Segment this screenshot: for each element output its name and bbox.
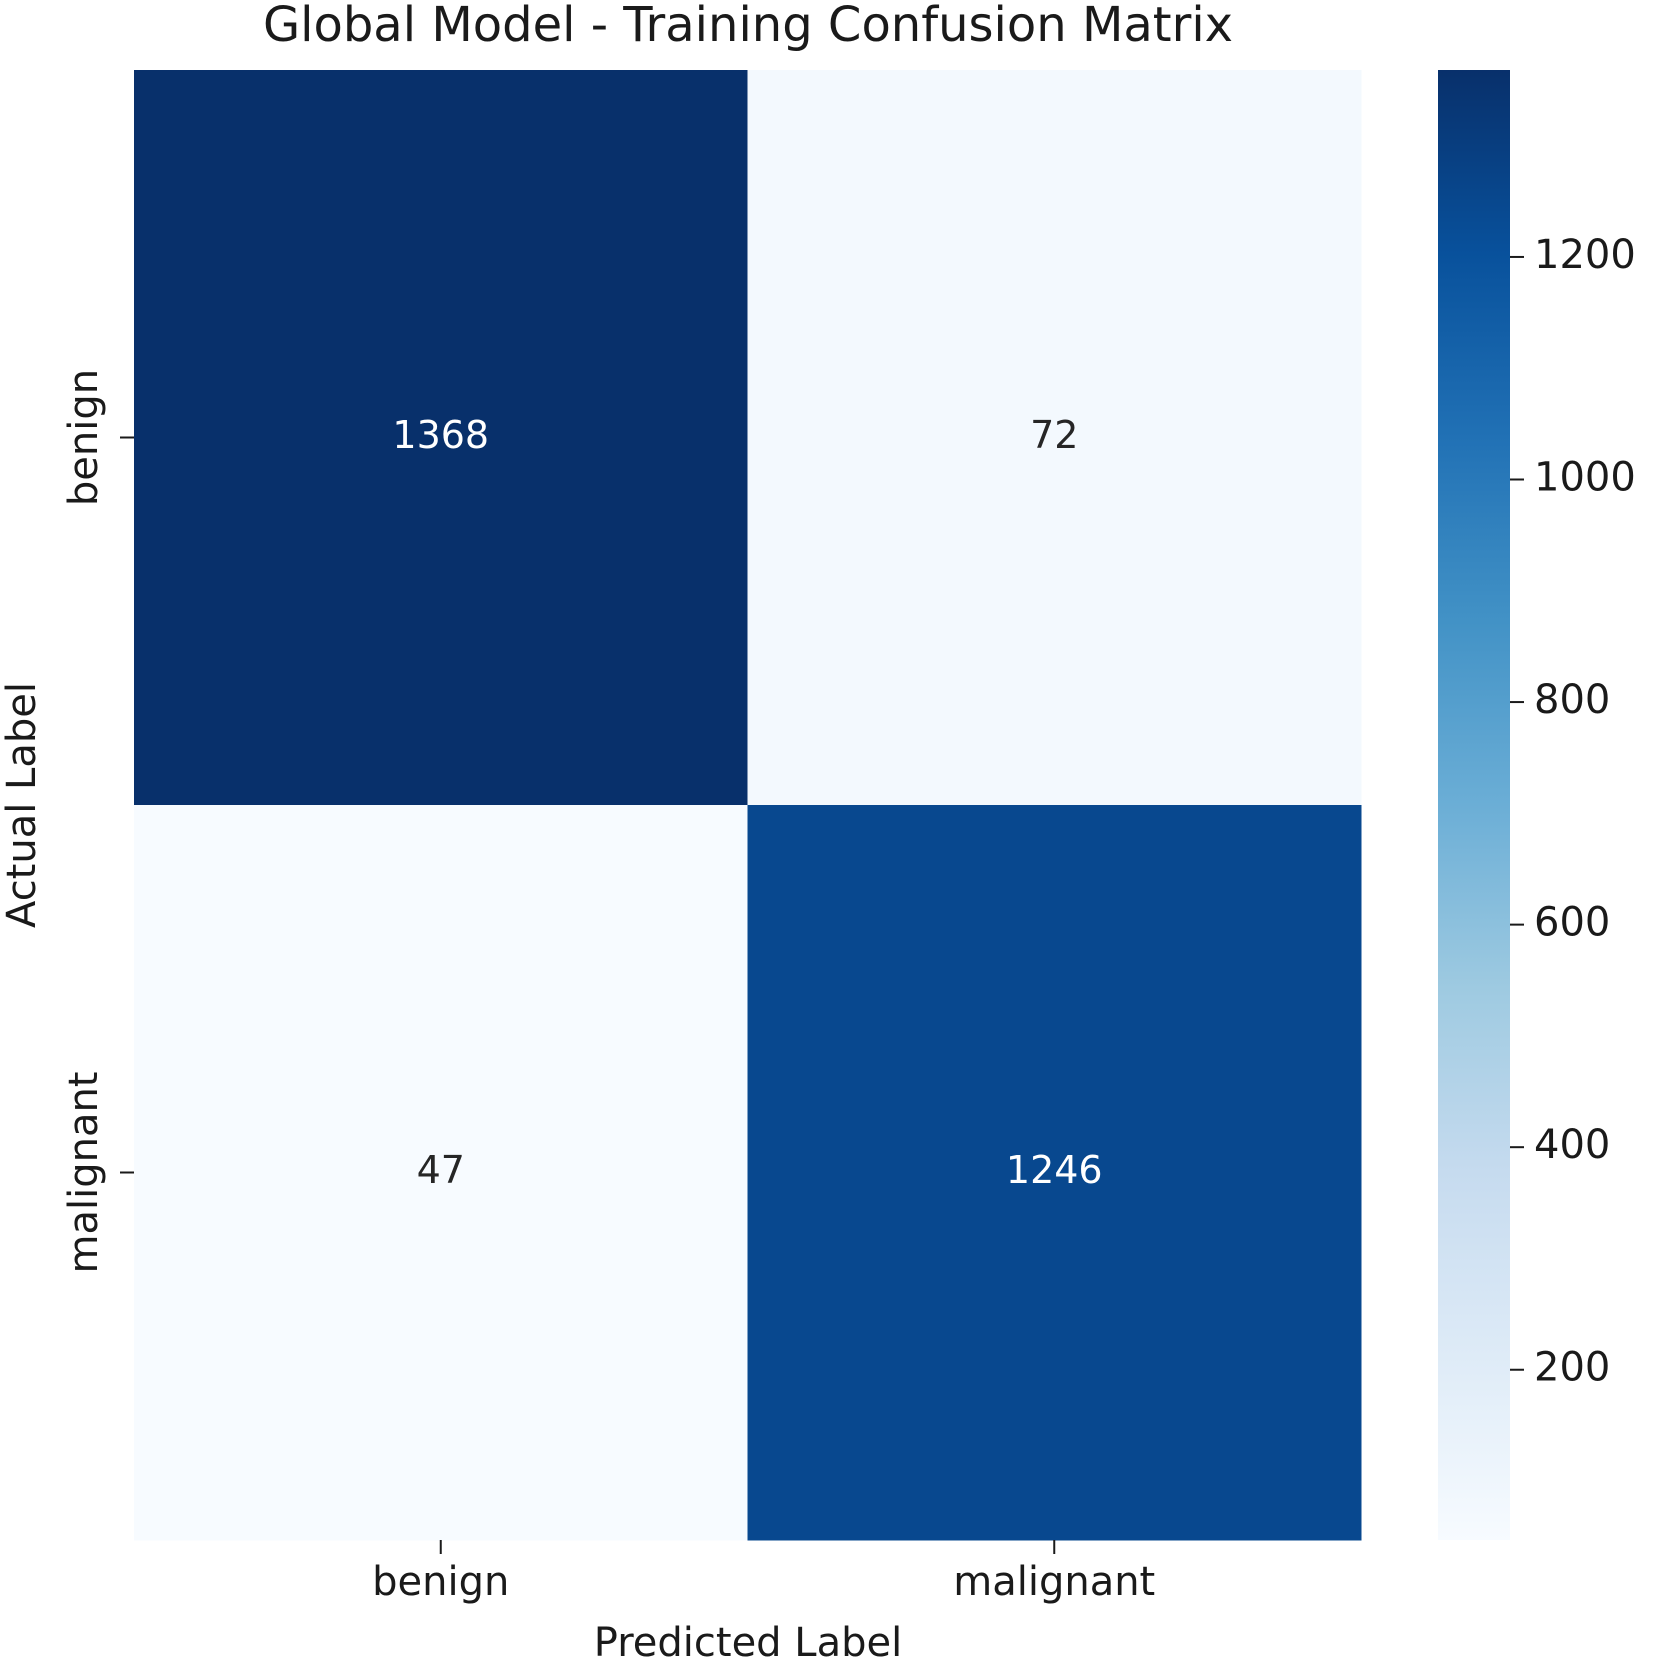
colorbar-tick-label: 800	[1534, 677, 1610, 723]
heatmap-cell	[134, 805, 748, 1541]
y-tick-label: malignant	[61, 1072, 107, 1274]
colorbar-tick-label: 1200	[1534, 232, 1636, 278]
heatmap-cell	[134, 70, 748, 806]
x-axis-label: Predicted Label	[594, 1620, 902, 1666]
colorbar-tick-label: 600	[1534, 900, 1610, 946]
cell-value-label: 72	[1030, 413, 1078, 457]
cell-value-label: 1368	[392, 413, 489, 457]
heatmap-cell	[747, 70, 1362, 806]
colorbar-tick-label: 400	[1534, 1122, 1610, 1168]
colorbar-tick-label: 200	[1534, 1345, 1610, 1391]
colorbar	[1438, 70, 1510, 1540]
y-axis-label: Actual Label	[0, 682, 45, 928]
cell-value-label: 1246	[1006, 1148, 1103, 1192]
cell-value-label: 47	[417, 1148, 465, 1192]
x-tick-label: benign	[372, 1559, 509, 1605]
y-tick-label: benign	[61, 369, 107, 506]
x-tick-label: malignant	[953, 1559, 1155, 1605]
heatmap-cell	[747, 805, 1362, 1541]
colorbar-tick-label: 1000	[1534, 455, 1636, 501]
chart-title: Global Model - Training Confusion Matrix	[263, 0, 1233, 53]
